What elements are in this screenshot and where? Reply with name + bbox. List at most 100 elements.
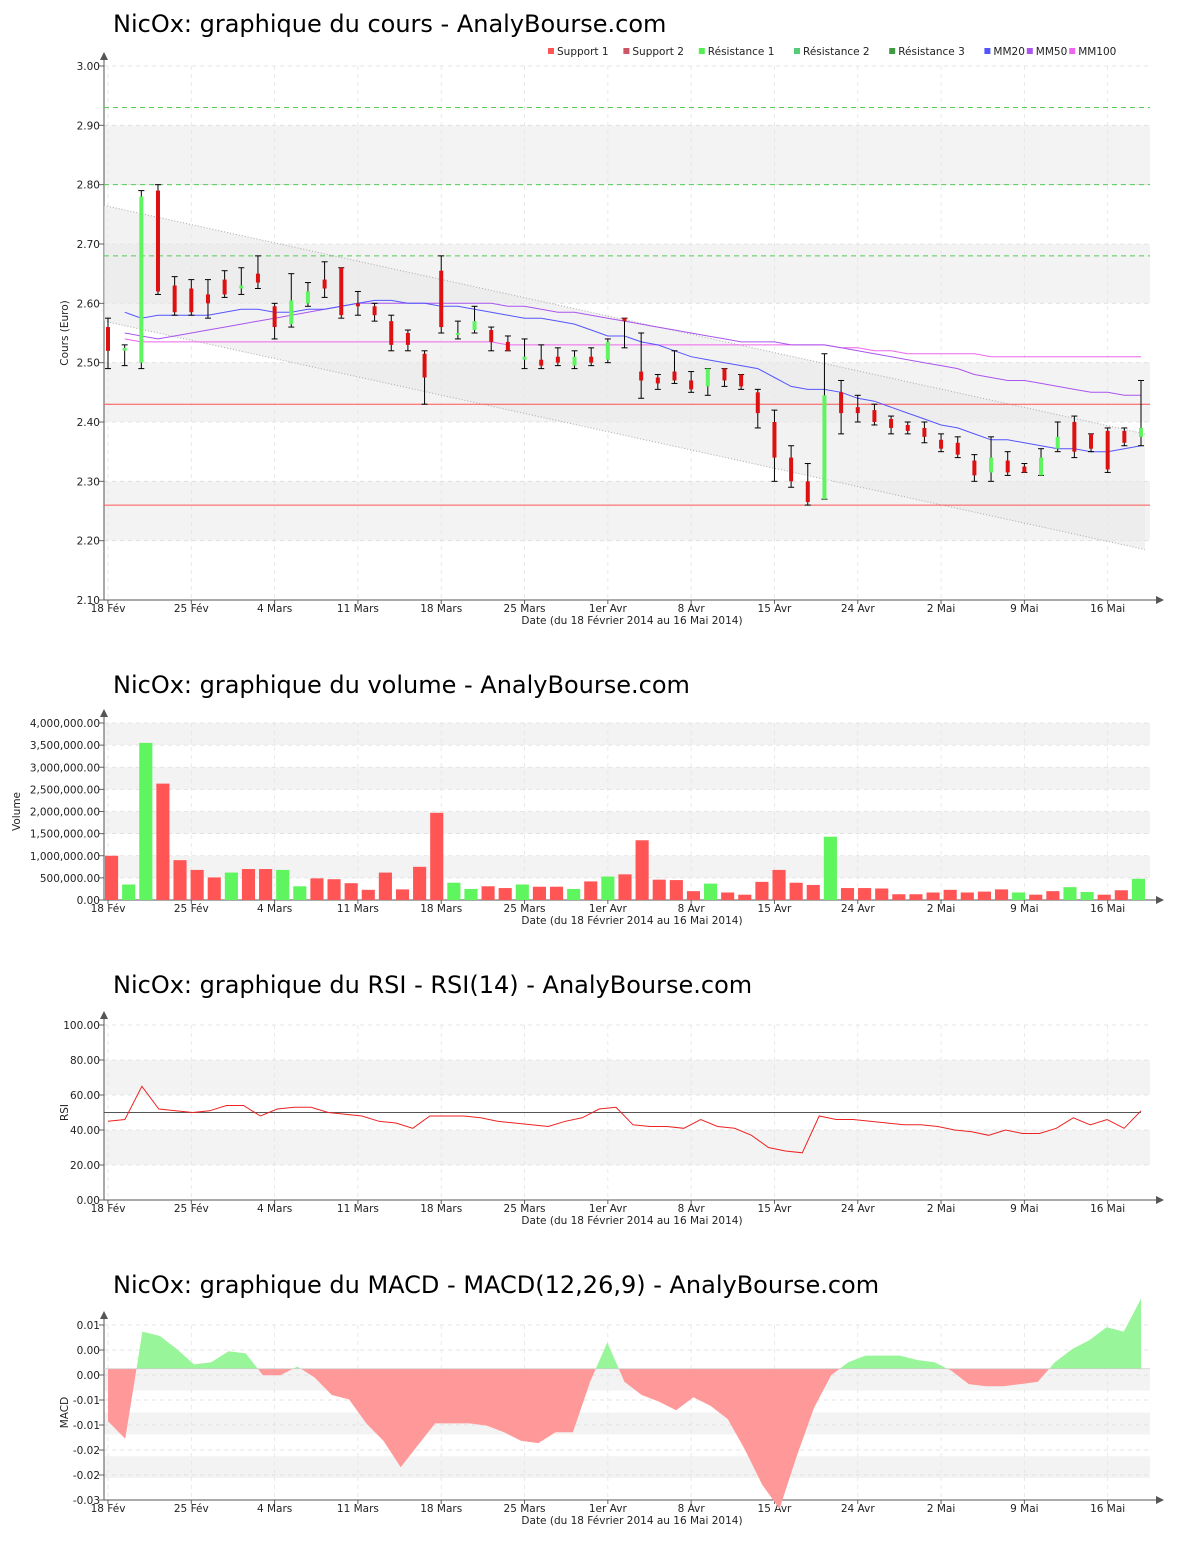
volume-ytick-label: 0.00	[77, 895, 100, 907]
candle-body	[122, 347, 127, 351]
price-chart-title: NicOx: graphique du cours - AnalyBourse.…	[113, 10, 667, 38]
volume-bar	[293, 886, 307, 900]
macd-ylabel: MACD	[59, 1397, 71, 1428]
macd-ytick-label: -0.01	[73, 1395, 100, 1407]
volume-bar	[498, 888, 512, 900]
macd-xtick-label: 15 Avr	[758, 1503, 792, 1515]
trend-channel-upper	[103, 204, 1146, 435]
volume-ytick-label: 3,000,000.00	[30, 762, 100, 774]
price-xtick-label: 15 Avr	[758, 603, 792, 615]
macd-ytick-label: 0.01	[77, 1320, 100, 1332]
candle-body	[989, 457, 994, 473]
volume-bar	[943, 889, 957, 900]
rsi-band	[104, 1130, 1150, 1165]
volume-bar	[259, 869, 273, 900]
legend-swatch	[623, 48, 630, 54]
rsi-xtick-label: 9 Mai	[1010, 1203, 1038, 1215]
price-ytick-label: 2.30	[77, 476, 100, 488]
volume-xtick-label: 25 Mars	[504, 903, 546, 915]
volume-xtick-label: 16 Mai	[1090, 903, 1125, 915]
candle-body	[439, 270, 444, 328]
price-xtick-label: 25 Fév	[174, 603, 209, 615]
volume-bar	[977, 891, 991, 900]
volume-bar	[960, 892, 974, 900]
volume-bar	[549, 886, 564, 900]
candle-body	[555, 356, 560, 363]
macd-negative-area	[300, 1368, 596, 1468]
legend-label: MM20	[993, 46, 1024, 58]
macd-negative-area	[108, 1368, 137, 1439]
price-y-axis-arrow	[100, 52, 108, 60]
candle-body	[522, 356, 527, 360]
candle-body	[822, 395, 827, 500]
volume-bar	[721, 892, 735, 900]
volume-bar	[789, 882, 803, 900]
candle-body	[972, 460, 977, 476]
candle-body	[705, 368, 710, 387]
volume-bar	[515, 884, 529, 900]
macd-xtick-label: 2 Mai	[927, 1503, 955, 1515]
volume-xtick-label: 24 Avr	[841, 903, 875, 915]
macd-negative-area	[947, 1368, 1050, 1387]
volume-bar	[310, 878, 324, 900]
candle-body	[189, 288, 194, 313]
volume-xtick-label: 18 Fév	[91, 903, 126, 915]
volume-ytick-label: 1,500,000.00	[30, 829, 100, 841]
candle-body	[589, 356, 594, 363]
price-ytick-label: 2.80	[77, 180, 100, 192]
trend-channel-lower	[103, 320, 1146, 551]
volume-bar	[156, 783, 170, 900]
rsi-xtick-label: 18 Fév	[91, 1203, 126, 1215]
volume-xtick-label: 2 Mai	[927, 903, 955, 915]
rsi-ylabel: RSI	[59, 1104, 71, 1121]
rsi-chart-title: NicOx: graphique du RSI - RSI(14) - Anal…	[113, 971, 753, 999]
candle-body	[455, 333, 460, 335]
volume-bar	[686, 891, 701, 900]
rsi-xtick-label: 18 Mars	[420, 1203, 462, 1215]
price-xtick-label: 25 Mars	[504, 603, 546, 615]
candle-body	[872, 410, 877, 422]
rsi-ytick-label: 40.00	[70, 1125, 100, 1137]
volume-xtick-label: 11 Mars	[337, 903, 379, 915]
volume-bar	[994, 889, 1009, 900]
macd-ytick-label: -0.01	[73, 1420, 100, 1432]
volume-ytick-label: 4,000,000.00	[30, 718, 100, 730]
macd-positive-area	[839, 1355, 948, 1369]
volume-xtick-label: 1er Avr	[589, 903, 628, 915]
legend-label: Support 2	[632, 46, 684, 58]
macd-xtick-label: 4 Mars	[257, 1503, 292, 1515]
rsi-ytick-label: 0.00	[77, 1195, 100, 1207]
macd-positive-area	[136, 1331, 258, 1369]
candle-body	[655, 377, 660, 384]
candle-body	[689, 380, 694, 390]
macd-chart-title: NicOx: graphique du MACD - MACD(12,26,9)…	[113, 1271, 880, 1299]
candle-body	[339, 267, 344, 316]
volume-bar	[1097, 894, 1111, 900]
volume-bar	[669, 880, 683, 900]
candle-body	[955, 442, 960, 455]
mm50-line	[124, 302, 1141, 396]
candle-body	[839, 392, 844, 414]
candle-body	[1022, 466, 1027, 473]
candle-body	[772, 422, 777, 458]
legend-swatch	[984, 48, 991, 54]
candle-body	[889, 419, 894, 428]
volume-bar	[378, 872, 392, 900]
volume-bar	[464, 888, 478, 900]
volume-xtick-label: 4 Mars	[257, 903, 292, 915]
legend-swatch	[794, 48, 800, 54]
volume-bar	[430, 812, 444, 900]
price-xtick-label: 11 Mars	[337, 603, 379, 615]
volume-y-axis-arrow	[100, 709, 108, 717]
volume-xtick-label: 25 Fév	[174, 903, 209, 915]
rsi-xtick-label: 2 Mai	[927, 1203, 955, 1215]
rsi-xlabel: Date (du 18 Février 2014 au 16 Mai 2014)	[521, 1215, 742, 1227]
rsi-xtick-label: 15 Avr	[758, 1203, 792, 1215]
volume-bar	[1080, 892, 1094, 900]
price-xtick-label: 4 Mars	[257, 603, 292, 615]
volume-ytick-label: 2,500,000.00	[30, 784, 100, 796]
macd-band	[104, 1456, 1150, 1479]
candle-body	[539, 359, 544, 366]
macd-xtick-label: 18 Mars	[420, 1503, 462, 1515]
rsi-xtick-label: 11 Mars	[337, 1203, 379, 1215]
